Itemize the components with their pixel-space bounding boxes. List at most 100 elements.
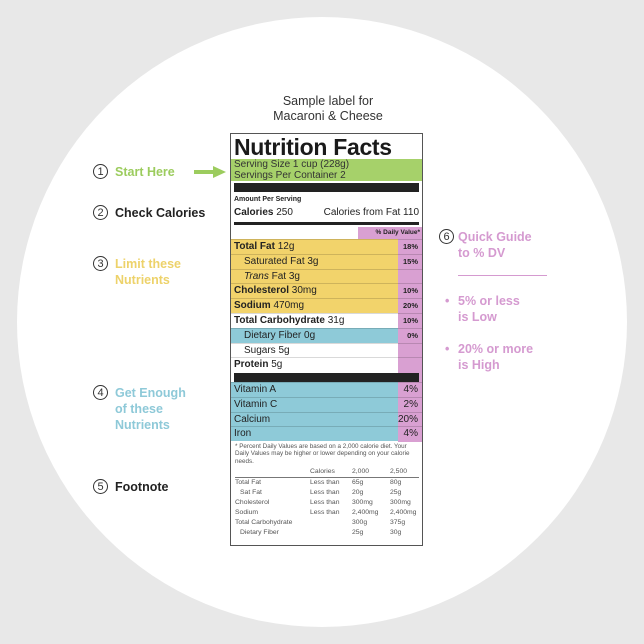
nutrient-row: Trans Fat 3g [231, 268, 422, 284]
vitamin-dv: 20% [397, 413, 418, 425]
nutrient-name: Sodium [234, 300, 271, 312]
step-number: 1 [93, 164, 108, 179]
footnote-cell: Calories [310, 468, 335, 476]
step-number: 2 [93, 205, 108, 220]
divider-thick [234, 183, 419, 192]
footnote-cell: 25g [390, 489, 402, 497]
footnote-cell: Cholesterol [235, 499, 270, 507]
step-line: of these [115, 402, 163, 416]
footnote-cell: Sodium [235, 509, 259, 517]
vitamin-name: Calcium [234, 413, 271, 425]
footnote-cell: Less than [310, 509, 340, 517]
bullet-high: • 20% or more is High [445, 341, 533, 373]
footnote-cell: 300mg [352, 499, 373, 507]
footnote-cell: 2,500 [390, 468, 408, 476]
nutrient-amount: 30mg [291, 285, 317, 297]
amount-per-serving: Amount Per Serving [234, 196, 302, 203]
footnote-cell: Dietary Fiber [240, 529, 279, 537]
footnote-cell: Less than [310, 479, 340, 487]
vitamin-name: Vitamin C [234, 398, 278, 410]
vitamin-name: Vitamin A [234, 384, 277, 395]
footnote-cell: Total Carbohydrate [235, 519, 293, 527]
footnote-table-row: Total Carbohydrate 300g 375g [235, 518, 419, 528]
step-line: Quick Guide [458, 230, 532, 244]
footnote: * Percent Daily Values are based on a 2,… [235, 443, 419, 538]
footnote-cell: 20g [352, 489, 364, 497]
caption: Sample label for Macaroni & Cheese [230, 94, 426, 124]
step-line: Limit these [115, 257, 181, 271]
nutrition-label: Nutrition Facts Serving Size 1 cup (228g… [230, 133, 423, 546]
step-line: Get Enough [115, 386, 186, 400]
serving-info: Serving Size 1 cup (228g) Servings Per C… [231, 159, 422, 181]
vitamin-dv: 4% [403, 384, 418, 395]
footnote-cell [310, 528, 352, 538]
nutrient-row: Protein 5g [231, 357, 422, 373]
footnote-table-row: Total Fat Less than 65g 80g [235, 477, 419, 488]
nutrient-rows: Total Fat 12g 18% Saturated Fat 3g 15% Trans… [231, 239, 422, 373]
divider-medium [234, 222, 419, 225]
bullet-line: is Low [458, 310, 497, 324]
nutrient-amount: 3g [307, 255, 319, 267]
footnote-table-row: Cholesterol Less than 300mg 300mg [235, 498, 419, 508]
calories-label: Calories [234, 207, 274, 218]
step-line: to % DV [458, 246, 506, 260]
nutrient-name-suffix: Fat [268, 270, 287, 282]
footnote-cell: 80g [390, 479, 402, 487]
nutrient-amount: 470mg [273, 300, 305, 312]
bullet-low: • 5% or less is Low [445, 293, 520, 325]
nutrient-dv: 10% [402, 315, 418, 325]
vitamin-row: Calcium 20% [231, 411, 422, 427]
step-limit-nutrients: Limit these Nutrients [115, 256, 181, 288]
nutrient-amount: 31g [327, 314, 345, 326]
nutrient-name: Total Fat [234, 241, 275, 252]
caption-line: Sample label for [282, 94, 374, 108]
label-title: Nutrition Facts [234, 134, 392, 160]
vitamin-dv: 4% [403, 428, 418, 440]
nutrient-dv: 0% [407, 330, 418, 340]
bullet-line: is High [458, 358, 500, 372]
nutrient-amount: 12g [277, 241, 295, 252]
step-number: 5 [93, 479, 108, 494]
step-footnote: Footnote [115, 480, 169, 494]
footnote-table: Calories 2,000 2,500 Total Fat Less than 65g 8… [235, 467, 419, 538]
nutrient-name: Protein [234, 359, 269, 371]
nutrient-dv: 20% [402, 301, 418, 311]
footnote-cell: 25g [352, 529, 364, 537]
nutrient-name: Dietary Fiber [244, 329, 302, 341]
nutrient-name: Total Carbohydrate [234, 314, 325, 326]
nutrient-dv: 10% [402, 286, 418, 296]
nutrient-amount: 5g [271, 359, 283, 371]
footnote-cell: 2,000 [352, 468, 370, 476]
footnote-cell: Less than [310, 499, 340, 507]
step-line: Nutrients [115, 418, 170, 432]
footnote-cell [235, 467, 310, 478]
step-check-calories: Check Calories [115, 206, 206, 220]
divider [458, 275, 547, 276]
footnote-cell: 30g [390, 529, 402, 537]
calories-value: 250 [276, 207, 293, 218]
bullet-line: 20% or more [458, 342, 534, 356]
nutrient-name: Trans [244, 270, 269, 282]
nutrient-row: Total Fat 12g 18% [231, 239, 422, 254]
nutrient-row: Saturated Fat 3g 15% [231, 253, 422, 269]
nutrient-row: Cholesterol 30mg 10% [231, 283, 422, 299]
calories: Calories 250 [234, 207, 293, 218]
nutrient-dv: 15% [402, 256, 418, 266]
arrow-right-icon [194, 166, 226, 178]
divider-thick [234, 373, 419, 382]
step-start-here: Start Here [115, 165, 175, 179]
footnote-table-row: Sodium Less than 2,400mg 2,400mg [235, 508, 419, 518]
footnote-cell: 300mg [390, 499, 411, 507]
footnote-cell: 375g [390, 519, 406, 527]
serving-size: Serving Size 1 cup (228g) [234, 159, 350, 170]
vitamin-row: Iron 4% [231, 426, 422, 442]
step-line: Nutrients [115, 273, 170, 287]
nutrient-name: Saturated Fat [244, 255, 305, 267]
step-number: 6 [439, 229, 454, 244]
vitamin-row: Vitamin A 4% [231, 382, 422, 397]
servings-per-container: Servings Per Container 2 [234, 169, 346, 181]
vitamin-rows: Vitamin A 4% Vitamin C 2% Calcium 20% Iron 4% [231, 382, 422, 442]
bullet-icon: • [445, 294, 450, 308]
dv-header: % Daily Value* [358, 227, 422, 239]
footnote-table-row: Sat Fat Less than 20g 25g [235, 488, 419, 498]
